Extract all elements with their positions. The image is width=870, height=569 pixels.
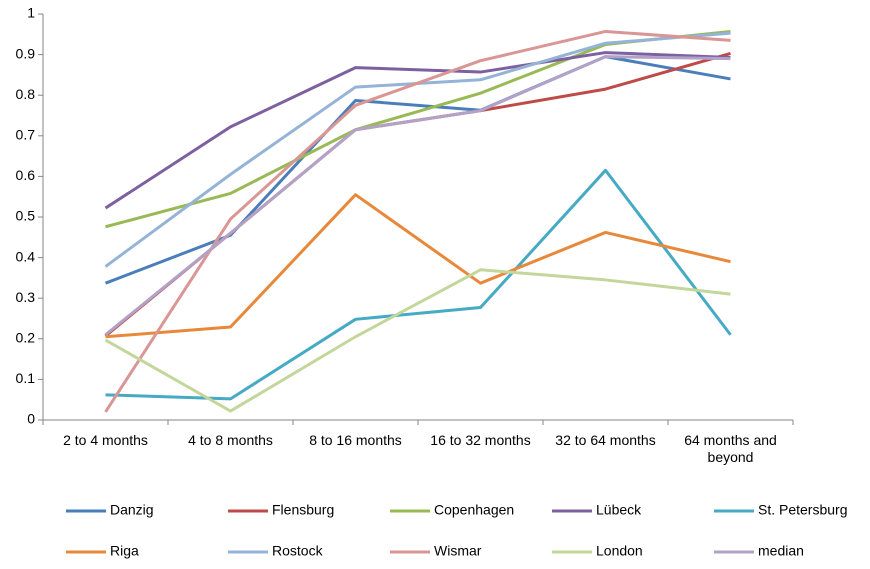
legend-label: Danzig: [110, 502, 154, 518]
x-tick-label: 4 to 8 months: [188, 432, 273, 448]
legend-label: Rostock: [272, 543, 324, 559]
series-line: [104, 51, 731, 210]
legend-label: St. Petersburg: [758, 502, 848, 518]
y-tick-label: 0: [27, 411, 35, 427]
series-line: [104, 55, 731, 285]
legend-label: Lübeck: [596, 502, 642, 518]
series-line: [104, 51, 731, 338]
y-tick-label: 0.2: [16, 330, 36, 346]
y-tick-label: 0.3: [16, 289, 36, 305]
series-line: [104, 55, 731, 336]
y-tick-label: 0.7: [16, 127, 36, 143]
legend-label: Flensburg: [272, 502, 334, 518]
legend-label: Wismar: [434, 543, 482, 559]
y-tick-label: 0.8: [16, 86, 36, 102]
series-line: [104, 29, 731, 413]
series-line: [105, 193, 731, 339]
x-tick-label: 8 to 16 months: [309, 432, 402, 448]
x-tick-label: 64 months and beyond: [684, 432, 777, 465]
legend-label: London: [596, 543, 643, 559]
y-tick-label: 0.6: [16, 167, 36, 183]
x-tick-label: 32 to 64 months: [555, 432, 656, 448]
series-line: [104, 31, 731, 268]
y-tick-label: 0.4: [16, 248, 36, 264]
x-tick-label: 2 to 4 months: [63, 432, 148, 448]
series-line: [104, 268, 731, 413]
legend-label: Copenhagen: [434, 502, 514, 518]
y-tick-label: 0.5: [16, 208, 36, 224]
x-tick-label: 16 to 32 months: [430, 432, 531, 448]
y-tick-label: 0.1: [16, 370, 36, 386]
y-tick-label: 0.9: [16, 45, 36, 61]
legend-label: Riga: [110, 543, 139, 559]
legend-label: median: [758, 543, 804, 559]
y-tick-label: 1: [27, 5, 35, 21]
